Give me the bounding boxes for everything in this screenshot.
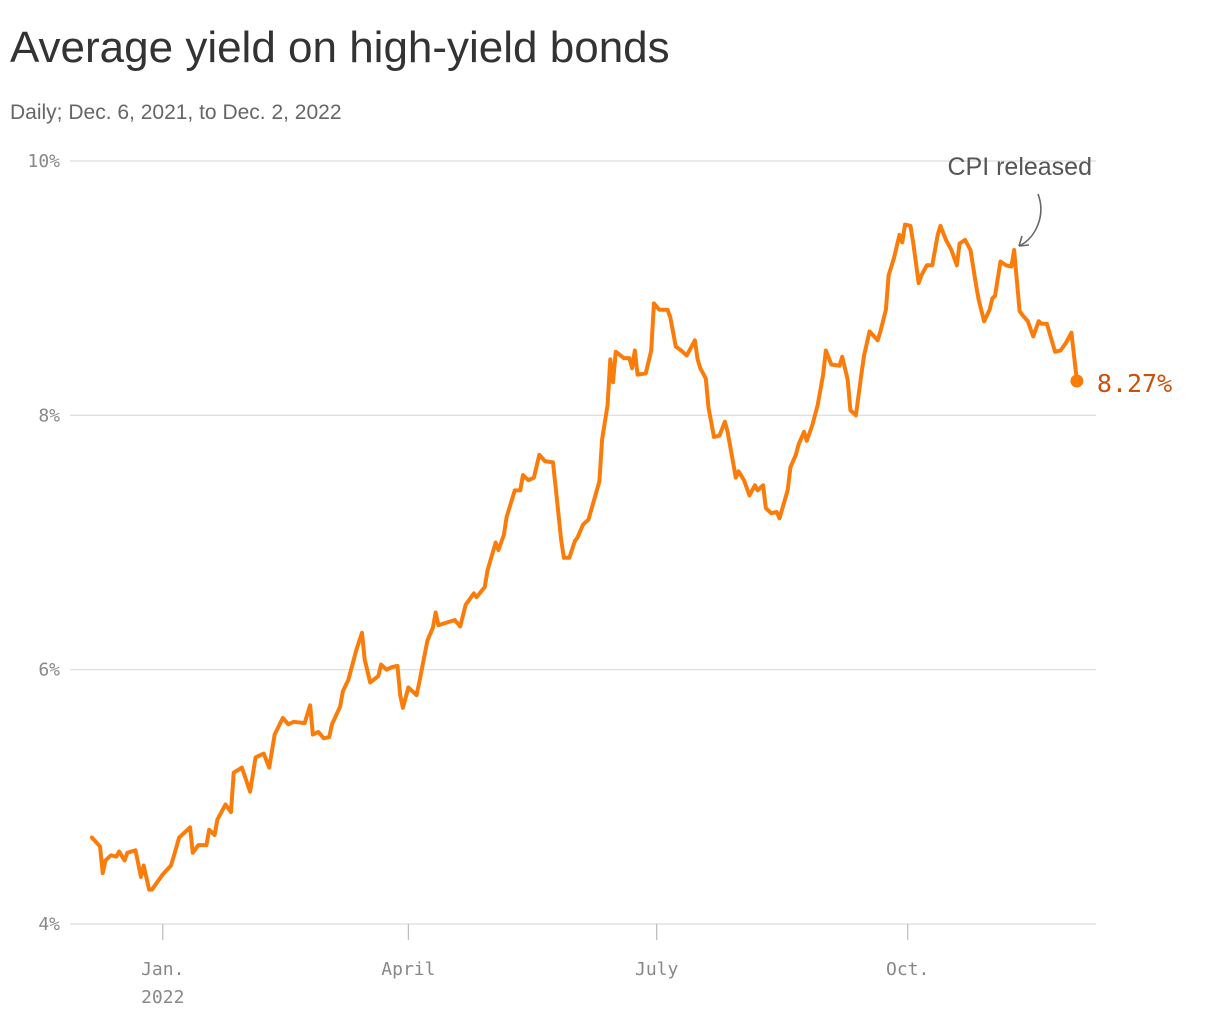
annotation-arrowhead [1018, 235, 1030, 247]
end-label: 8.27% [1097, 369, 1172, 398]
annotation: CPI released [947, 153, 1092, 181]
x-tick-label: Oct. [886, 959, 929, 980]
chart-subtitle: Daily; Dec. 6, 2021, to Dec. 2, 2022 [10, 101, 342, 124]
y-tick-label: 10% [27, 151, 60, 172]
end-point [1070, 374, 1084, 388]
x-tick-label: April [381, 959, 435, 980]
chart-title: Average yield on high-yield bonds [10, 23, 670, 72]
grid: 4% 6% 8% 10% Jan. 2022 April July Oct. [27, 151, 1096, 1008]
series-line [89, 222, 1079, 892]
y-tick-label: 4% [38, 914, 60, 935]
x-tick-label: July [635, 959, 679, 980]
x-tick-label: Jan. 2022 [141, 959, 184, 1008]
annotation-arrow [1018, 193, 1042, 247]
plot-area: 8.27% [89, 222, 1172, 892]
y-tick-label: 8% [38, 405, 60, 426]
y-tick-label: 6% [38, 660, 60, 681]
